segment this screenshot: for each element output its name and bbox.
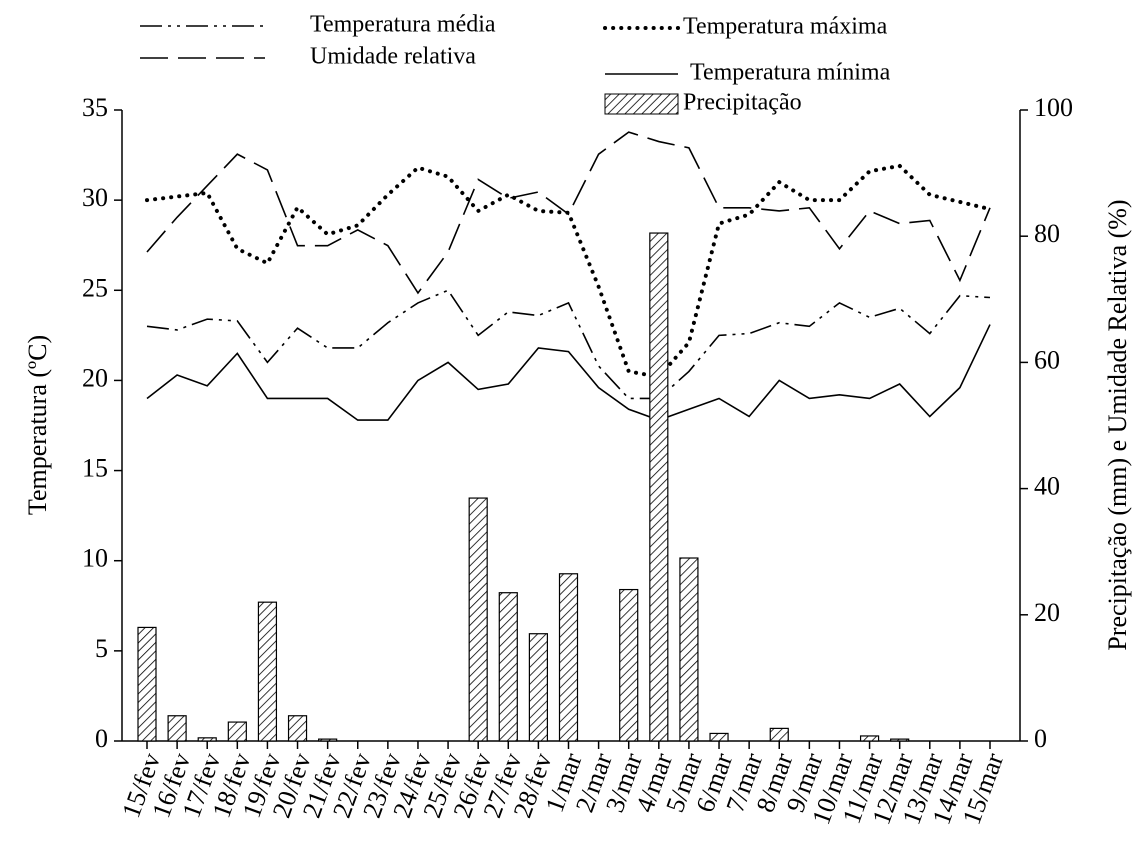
legend-label: Precipitação <box>683 90 802 116</box>
y-tick-label: 15 <box>82 454 108 483</box>
bar <box>257 601 278 742</box>
bar <box>558 573 579 742</box>
bar <box>167 715 187 742</box>
line <box>145 163 992 379</box>
bar <box>859 735 880 742</box>
y-tick-label: 35 <box>82 93 108 122</box>
y2-tick-label: 100 <box>1034 93 1073 122</box>
y2-tick-label: 60 <box>1034 345 1060 374</box>
line <box>146 289 991 400</box>
y-tick-label: 25 <box>82 273 108 302</box>
y-tick-label: 20 <box>82 363 108 392</box>
y-tick-label: 0 <box>95 724 108 753</box>
y2-tick-label: 20 <box>1034 598 1060 627</box>
bar <box>137 626 157 742</box>
bar <box>769 727 789 742</box>
y-axis-label: Temperatura (ºC) <box>23 335 52 515</box>
legend-label: Temperatura mínima <box>690 60 891 86</box>
y-tick-label: 10 <box>82 544 108 573</box>
line <box>146 324 991 421</box>
y2-tick-label: 80 <box>1034 219 1060 248</box>
legend-label: Temperatura máxima <box>683 14 888 40</box>
bar <box>890 738 910 742</box>
y2-axis-label: Precipitação (mm) e Umidade Relativa (%) <box>1103 199 1132 650</box>
legend-label: Umidade relativa <box>310 44 476 70</box>
bar <box>619 588 639 742</box>
legend-swatch <box>604 93 679 115</box>
y-tick-label: 30 <box>82 183 108 212</box>
y-tick-label: 5 <box>95 634 108 663</box>
bar <box>528 633 548 742</box>
bar <box>468 497 488 742</box>
y2-tick-label: 40 <box>1034 472 1060 501</box>
line <box>146 131 991 295</box>
bar <box>318 738 338 742</box>
bar <box>197 737 217 742</box>
y2-tick-label: 0 <box>1034 724 1047 753</box>
bar <box>287 715 308 742</box>
bar <box>649 232 669 742</box>
bar <box>227 721 247 742</box>
bar <box>709 732 729 742</box>
legend-label: Temperatura média <box>310 12 496 38</box>
bar <box>679 557 699 742</box>
bar <box>498 592 518 742</box>
